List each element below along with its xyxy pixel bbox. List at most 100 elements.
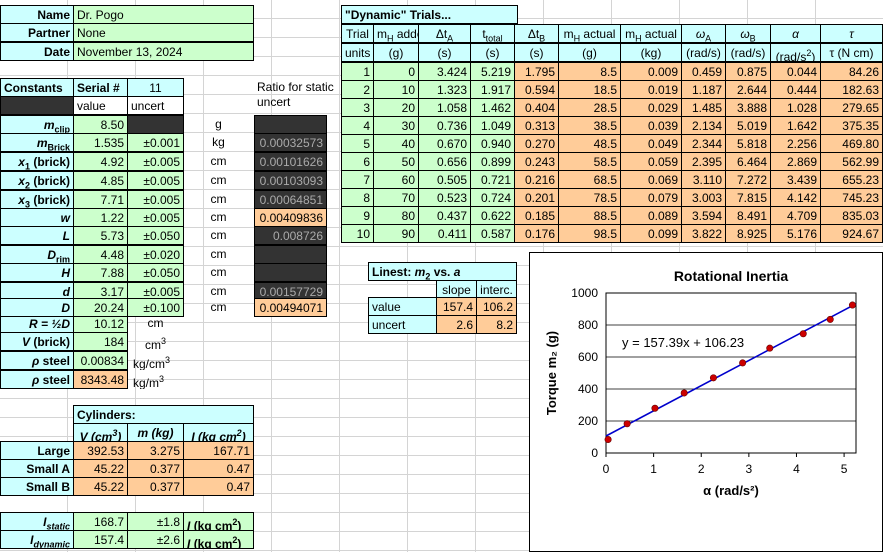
trial-cell[interactable]: 0.243 xyxy=(514,152,559,171)
cyl-v[interactable]: 45.22 xyxy=(73,459,128,478)
trial-cell[interactable]: 0.089 xyxy=(620,206,682,225)
trial-cell[interactable]: 2.644 xyxy=(725,80,771,99)
trial-cell[interactable]: 0.079 xyxy=(620,188,682,207)
trial-cell[interactable]: 5.818 xyxy=(725,134,771,153)
serial-value[interactable]: 11 xyxy=(127,78,184,97)
const-ratio[interactable]: 0.00494071 xyxy=(254,298,327,317)
const-value[interactable]: 5.73 xyxy=(73,226,128,245)
date-value[interactable]: November 13, 2024 xyxy=(73,42,254,61)
trial-cell[interactable]: 835.03 xyxy=(820,206,883,225)
trial-cell[interactable]: 58.5 xyxy=(558,152,621,171)
const-value[interactable]: 3.17 xyxy=(73,282,128,301)
trial-cell[interactable]: 0.656 xyxy=(418,152,471,171)
rho1-value[interactable]: 0.00834 xyxy=(73,351,128,370)
const-uncert[interactable]: ±0.100 xyxy=(127,298,184,317)
partner-value[interactable]: None xyxy=(73,23,254,42)
trial-cell[interactable]: 3.888 xyxy=(725,98,771,117)
trial-cell[interactable]: 1.642 xyxy=(770,116,821,135)
const-uncert[interactable]: ±0.050 xyxy=(127,226,184,245)
trial-cell[interactable]: 0.059 xyxy=(620,152,682,171)
name-value[interactable]: Dr. Pogo xyxy=(73,5,254,24)
trial-cell[interactable]: 0.587 xyxy=(470,224,515,243)
trial-cell[interactable]: 0.216 xyxy=(514,170,559,189)
i-dynamic-uncert[interactable]: ±2.6 xyxy=(127,530,184,549)
trial-cell[interactable]: 0.185 xyxy=(514,206,559,225)
trial-cell[interactable]: 1.917 xyxy=(470,80,515,99)
trial-cell[interactable]: 8.491 xyxy=(725,206,771,225)
trial-cell[interactable]: 0.724 xyxy=(470,188,515,207)
trial-cell[interactable]: 2.256 xyxy=(770,134,821,153)
trial-cell[interactable]: 5.176 xyxy=(770,224,821,243)
cyl-m[interactable]: 0.377 xyxy=(127,459,184,478)
trial-cell[interactable]: 28.5 xyxy=(558,98,621,117)
trial-cell[interactable]: 60 xyxy=(373,170,419,189)
trial-cell[interactable]: 0.736 xyxy=(418,116,471,135)
trial-cell[interactable]: 655.23 xyxy=(820,170,883,189)
trial-cell[interactable]: 0.049 xyxy=(620,134,682,153)
trial-cell[interactable]: 8.925 xyxy=(725,224,771,243)
trial-cell[interactable]: 8.5 xyxy=(558,62,621,81)
trial-cell[interactable]: 0.039 xyxy=(620,116,682,135)
trial-number[interactable]: 4 xyxy=(341,116,374,135)
trial-cell[interactable]: 562.99 xyxy=(820,152,883,171)
trial-cell[interactable]: 7.272 xyxy=(725,170,771,189)
trial-cell[interactable]: 182.63 xyxy=(820,80,883,99)
const-value[interactable]: 4.48 xyxy=(73,245,128,264)
trial-cell[interactable]: 5.219 xyxy=(470,62,515,81)
cyl-i[interactable]: 167.71 xyxy=(183,441,254,460)
trial-cell[interactable]: 1.462 xyxy=(470,98,515,117)
const-value[interactable]: 20.24 xyxy=(73,298,128,317)
linest-slope-value[interactable]: 157.4 xyxy=(436,297,477,316)
cyl-m[interactable]: 3.275 xyxy=(127,441,184,460)
trial-cell[interactable]: 40 xyxy=(373,134,419,153)
trial-cell[interactable]: 0.313 xyxy=(514,116,559,135)
trial-number[interactable]: 10 xyxy=(341,224,374,243)
i-dynamic-value[interactable]: 157.4 xyxy=(73,530,128,549)
const-ratio[interactable]: 0.00101626 xyxy=(254,152,327,171)
trial-cell[interactable]: 0.019 xyxy=(620,80,682,99)
trial-cell[interactable]: 20 xyxy=(373,98,419,117)
trial-cell[interactable]: 6.464 xyxy=(725,152,771,171)
trial-cell[interactable]: 0.459 xyxy=(681,62,726,81)
trial-cell[interactable]: 0.437 xyxy=(418,206,471,225)
trial-cell[interactable]: 3.110 xyxy=(681,170,726,189)
trial-cell[interactable]: 0.411 xyxy=(418,224,471,243)
const-value[interactable]: 8.50 xyxy=(73,115,128,134)
trial-cell[interactable]: 2.869 xyxy=(770,152,821,171)
const-ratio[interactable]: 0.00409836 xyxy=(254,208,327,227)
trial-cell[interactable]: 70 xyxy=(373,188,419,207)
const-uncert[interactable]: ±0.005 xyxy=(127,282,184,301)
trial-number[interactable]: 1 xyxy=(341,62,374,81)
v-value[interactable]: 184 xyxy=(73,332,128,351)
trial-cell[interactable]: 3.003 xyxy=(681,188,726,207)
trial-cell[interactable]: 50 xyxy=(373,152,419,171)
const-uncert[interactable]: ±0.005 xyxy=(127,171,184,190)
const-uncert[interactable]: ±0.005 xyxy=(127,190,184,209)
trial-cell[interactable]: 469.80 xyxy=(820,134,883,153)
trial-cell[interactable]: 0.523 xyxy=(418,188,471,207)
trial-cell[interactable]: 0.940 xyxy=(470,134,515,153)
trial-cell[interactable]: 0.505 xyxy=(418,170,471,189)
cyl-i[interactable]: 0.47 xyxy=(183,459,254,478)
trial-cell[interactable]: 3.424 xyxy=(418,62,471,81)
trial-cell[interactable]: 48.5 xyxy=(558,134,621,153)
trial-cell[interactable]: 0.270 xyxy=(514,134,559,153)
trial-cell[interactable]: 1.323 xyxy=(418,80,471,99)
const-ratio[interactable]: 0.008726 xyxy=(254,226,327,245)
trial-number[interactable]: 7 xyxy=(341,170,374,189)
trial-cell[interactable]: 38.5 xyxy=(558,116,621,135)
trial-cell[interactable]: 0.594 xyxy=(514,80,559,99)
const-value[interactable]: 1.22 xyxy=(73,208,128,227)
trial-cell[interactable]: 0.009 xyxy=(620,62,682,81)
trial-cell[interactable]: 0.176 xyxy=(514,224,559,243)
trial-cell[interactable]: 1.187 xyxy=(681,80,726,99)
trial-cell[interactable]: 279.65 xyxy=(820,98,883,117)
trial-cell[interactable]: 2.134 xyxy=(681,116,726,135)
trial-cell[interactable]: 375.35 xyxy=(820,116,883,135)
rho2-value[interactable]: 8343.48 xyxy=(73,370,128,389)
trial-number[interactable]: 6 xyxy=(341,152,374,171)
i-static-value[interactable]: 168.7 xyxy=(73,512,128,531)
const-value[interactable]: 4.85 xyxy=(73,171,128,190)
trial-cell[interactable]: 0.069 xyxy=(620,170,682,189)
trial-cell[interactable]: 3.439 xyxy=(770,170,821,189)
